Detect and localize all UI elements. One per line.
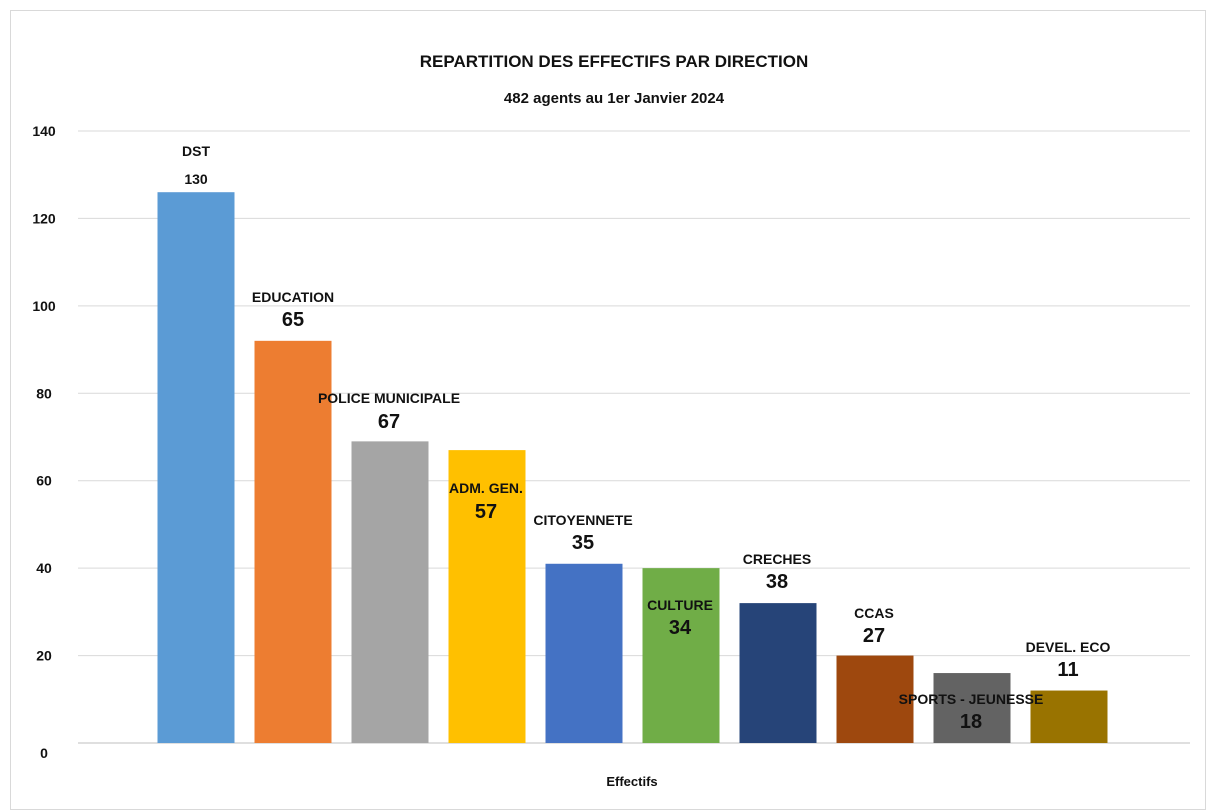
y-tick-label-20: 20: [36, 648, 52, 664]
y-tick-label-100: 100: [32, 298, 56, 314]
y-tick-label-0: 0: [40, 745, 48, 761]
bar-0: [157, 192, 235, 743]
chart-subtitle: 482 agents au 1er Janvier 2024: [504, 90, 725, 107]
x-axis-label: Effectifs: [606, 774, 657, 789]
data-label-2: 67: [378, 411, 400, 433]
bar-5: [642, 568, 720, 743]
category-label-3: ADM. GEN.: [449, 480, 523, 496]
data-label-3: 57: [475, 501, 497, 523]
bar-3: [448, 450, 526, 743]
data-label-4: 35: [572, 532, 594, 554]
data-label-5: 34: [669, 617, 692, 639]
y-tick-label-40: 40: [36, 560, 52, 576]
bar-7: [836, 655, 914, 743]
gridlines: [78, 130, 1190, 744]
y-tick-label-120: 120: [32, 210, 56, 226]
data-label-0: 130: [184, 171, 208, 187]
category-label-5: CULTURE: [647, 597, 713, 613]
data-label-7: 27: [863, 625, 885, 647]
y-tick-label-80: 80: [36, 385, 52, 401]
category-label-7: CCAS: [854, 605, 894, 621]
category-label-0: DST: [182, 143, 210, 159]
category-label-1: EDUCATION: [252, 289, 334, 305]
chart-title: REPARTITION DES EFFECTIFS PAR DIRECTION: [420, 52, 809, 71]
category-label-8: SPORTS - JEUNESSE: [899, 691, 1044, 707]
category-label-9: DEVEL. ECO: [1026, 639, 1111, 655]
bar-1: [254, 340, 332, 743]
category-label-6: CRECHES: [743, 551, 811, 567]
bar-8: [933, 673, 1011, 743]
data-label-6: 38: [766, 571, 788, 593]
category-label-2: POLICE MUNICIPALE: [318, 390, 460, 406]
bar-2: [351, 441, 429, 743]
bar-4: [545, 563, 623, 743]
data-label-1: 65: [282, 309, 304, 331]
y-tick-label-140: 140: [32, 123, 56, 139]
bar-9: [1030, 690, 1108, 743]
bar-6: [739, 603, 817, 743]
bar-labels: DST 130 EDUCATION 65 POLICE MUNICIPALE 67 ADM.…: [182, 143, 1111, 733]
data-label-8: 18: [960, 711, 982, 733]
bars: [157, 192, 1108, 743]
y-axis-ticks: 0 20 40 60 80 100 120 140: [32, 123, 56, 761]
data-label-9: 11: [1057, 659, 1078, 681]
category-label-4: CITOYENNETE: [533, 512, 632, 528]
y-tick-label-60: 60: [36, 473, 52, 489]
